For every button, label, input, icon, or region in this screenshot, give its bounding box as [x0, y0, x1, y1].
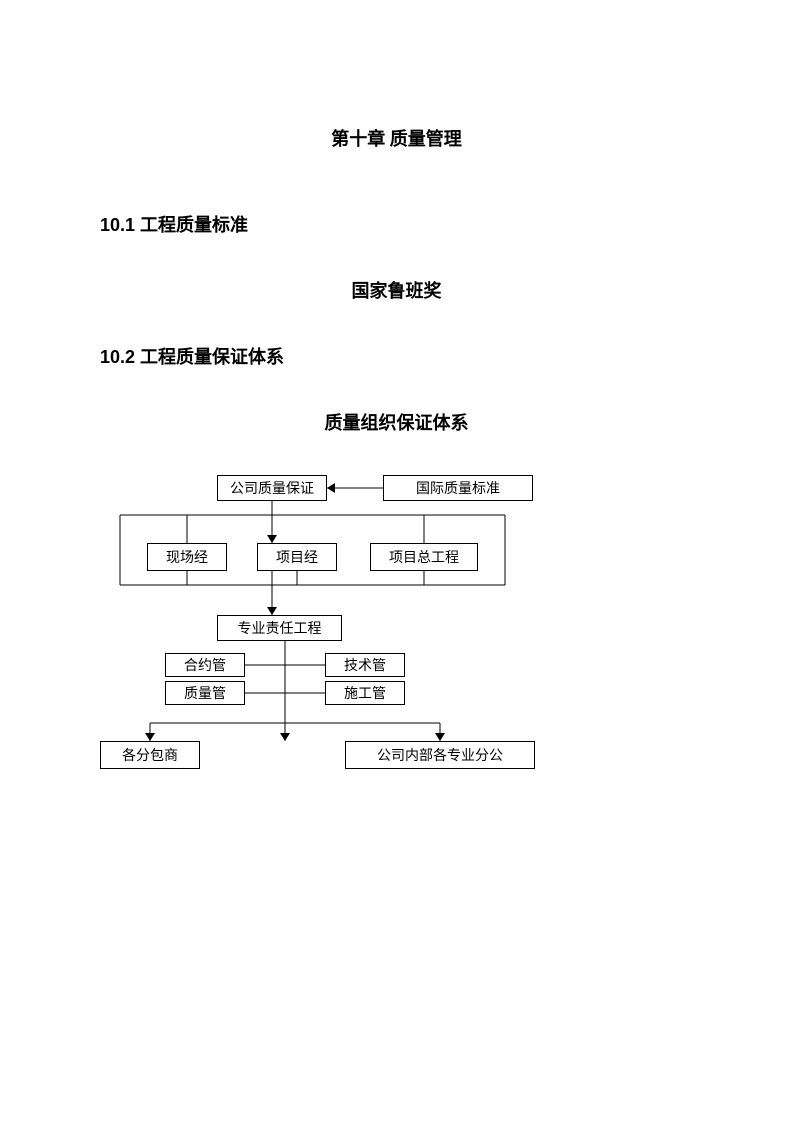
section-10-2-subtitle: 质量组织保证体系	[100, 409, 693, 435]
flowchart-node: 施工管	[325, 681, 405, 705]
flowchart-node: 合约管	[165, 653, 245, 677]
section-10-1-subtitle: 国家鲁班奖	[100, 277, 693, 303]
flowchart-node: 专业责任工程	[217, 615, 342, 641]
flowchart-node: 公司质量保证	[217, 475, 327, 501]
flowchart-node: 公司内部各专业分公	[345, 741, 535, 769]
flowchart-node: 技术管	[325, 653, 405, 677]
section-10-2-heading: 10.2 工程质量保证体系	[100, 343, 693, 369]
chapter-title: 第十章 质量管理	[100, 125, 693, 151]
flowchart-node: 质量管	[165, 681, 245, 705]
section-10-1-heading: 10.1 工程质量标准	[100, 211, 693, 237]
flowchart-node: 项目经	[257, 543, 337, 571]
flowchart-node: 项目总工程	[370, 543, 478, 571]
flowchart-node: 现场经	[147, 543, 227, 571]
flowchart-node: 各分包商	[100, 741, 200, 769]
flowchart-container: 公司质量保证 国际质量标准现场经 项目经 项目总工程专业责任工程合约管 技术管质量管 施工…	[100, 475, 693, 835]
flowchart-node: 国际质量标准	[383, 475, 533, 501]
